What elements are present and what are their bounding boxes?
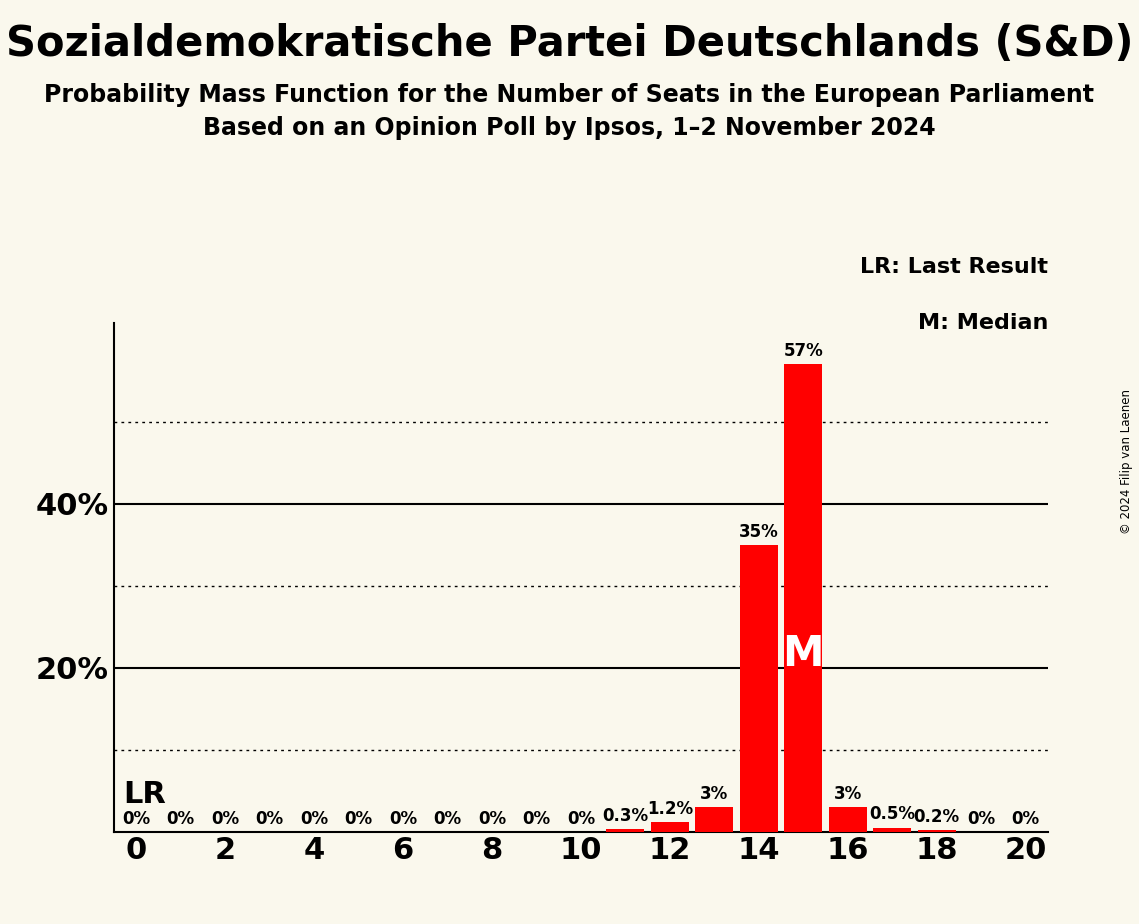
Text: LR: LR xyxy=(123,780,165,809)
Text: 0.3%: 0.3% xyxy=(603,807,648,825)
Text: LR: Last Result: LR: Last Result xyxy=(860,258,1048,277)
Text: 0.5%: 0.5% xyxy=(869,806,916,823)
Text: 0%: 0% xyxy=(300,809,328,828)
Text: M: Median: M: Median xyxy=(918,313,1048,334)
Bar xyxy=(740,545,778,832)
Text: Probability Mass Function for the Number of Seats in the European Parliament: Probability Mass Function for the Number… xyxy=(44,83,1095,107)
Text: 0%: 0% xyxy=(166,809,195,828)
Text: 3%: 3% xyxy=(834,784,862,803)
Bar xyxy=(874,828,911,832)
Text: 3%: 3% xyxy=(700,784,729,803)
Text: 0%: 0% xyxy=(567,809,595,828)
Text: 0%: 0% xyxy=(255,809,284,828)
Text: 0.2%: 0.2% xyxy=(913,808,960,826)
Bar xyxy=(785,364,822,832)
Text: 0%: 0% xyxy=(211,809,239,828)
Text: Sozialdemokratische Partei Deutschlands (S&D): Sozialdemokratische Partei Deutschlands … xyxy=(6,23,1133,65)
Text: Based on an Opinion Poll by Ipsos, 1–2 November 2024: Based on an Opinion Poll by Ipsos, 1–2 N… xyxy=(203,116,936,140)
Bar xyxy=(652,821,689,832)
Bar xyxy=(696,807,734,832)
Text: © 2024 Filip van Laenen: © 2024 Filip van Laenen xyxy=(1121,390,1133,534)
Bar xyxy=(918,830,956,832)
Text: 35%: 35% xyxy=(739,523,779,541)
Text: 0%: 0% xyxy=(967,809,995,828)
Bar xyxy=(829,807,867,832)
Bar xyxy=(606,829,645,832)
Text: 0%: 0% xyxy=(434,809,461,828)
Text: 0%: 0% xyxy=(523,809,550,828)
Text: 0%: 0% xyxy=(344,809,372,828)
Text: M: M xyxy=(782,633,823,675)
Text: 0%: 0% xyxy=(478,809,506,828)
Text: 0%: 0% xyxy=(388,809,417,828)
Text: 0%: 0% xyxy=(1011,809,1040,828)
Text: 1.2%: 1.2% xyxy=(647,799,693,818)
Text: 0%: 0% xyxy=(122,809,150,828)
Text: 57%: 57% xyxy=(784,342,823,360)
